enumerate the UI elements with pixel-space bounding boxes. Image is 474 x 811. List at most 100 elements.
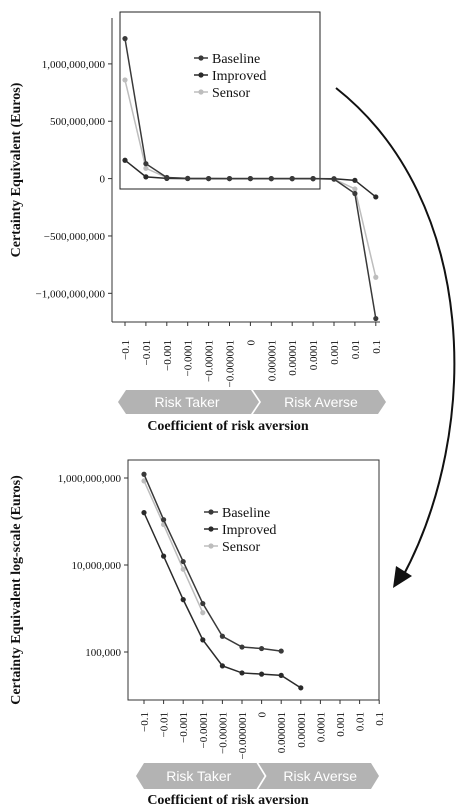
- bottom-x-tick-label: 0.01: [355, 712, 367, 731]
- data-point-sensor: [352, 186, 358, 192]
- transition-arrow: [335, 87, 456, 588]
- data-point-improved: [259, 671, 265, 677]
- bottom-x-tick-label: −0.000001: [237, 712, 249, 759]
- risk-averse-label: Risk Averse: [283, 768, 357, 784]
- bottom-x-tick-label: −0.0001: [198, 712, 210, 748]
- data-point-baseline: [373, 315, 379, 322]
- data-point-improved: [122, 157, 128, 163]
- top-y-tick-label: −500,000,000: [44, 231, 106, 243]
- top-y-tick-label: 1,000,000,000: [42, 59, 106, 71]
- legend-marker-sensor: [198, 89, 204, 95]
- data-point-improved: [200, 637, 206, 643]
- data-point-sensor: [122, 77, 128, 83]
- data-point-sensor: [373, 274, 379, 280]
- risk-taker-band: [136, 763, 265, 789]
- data-point-sensor: [141, 478, 147, 484]
- bottom-chart-marks: 1,000,000,000 10,000,000 100,000 −0.1 −0.01 −…: [58, 471, 386, 789]
- data-point-baseline: [219, 633, 225, 639]
- data-point-baseline: [185, 175, 191, 181]
- legend-label: Sensor: [222, 540, 260, 555]
- top-y-tick-label: −1,000,000,000: [36, 288, 106, 300]
- top-y-tick-label: 0: [100, 174, 106, 186]
- data-point-baseline: [259, 645, 265, 652]
- top-x-tick-label: −0.00001: [204, 340, 216, 382]
- bottom-y-tick-label: 100,000: [85, 647, 121, 659]
- data-point-baseline: [206, 175, 212, 182]
- data-point-baseline: [331, 176, 337, 182]
- bottom-x-tick-label: 0.000001: [276, 712, 288, 753]
- legend-label: Sensor: [212, 86, 250, 101]
- data-point-improved: [278, 672, 284, 678]
- bottom-x-tick-label: 0.0001: [315, 712, 327, 742]
- data-point-baseline: [226, 175, 233, 182]
- top-chart-marks: 1,000,000,000 500,000,000 0 −500,000,000 −1,…: [36, 36, 386, 414]
- top-x-tick-label: 0: [245, 340, 257, 346]
- data-point-improved: [239, 670, 245, 676]
- risk-averse-band: [258, 763, 379, 789]
- legend-marker-sensor: [208, 543, 214, 549]
- bottom-x-tick-label: −0.01: [159, 712, 171, 737]
- top-x-tick-label: 0.000001: [266, 340, 278, 381]
- bottom-x-label: Coefficient of risk aversion: [147, 793, 309, 808]
- bottom-x-tick-label: 0: [257, 712, 269, 718]
- data-point-baseline: [122, 36, 128, 42]
- data-point-baseline: [164, 174, 170, 181]
- data-point-sensor: [200, 610, 206, 616]
- bottom-y-tick-label: 10,000,000: [72, 560, 122, 572]
- bottom-x-tick-label: −0.1: [139, 712, 151, 732]
- top-y-label: Certainty Equivalent (Euros): [9, 82, 24, 257]
- data-point-baseline: [352, 190, 358, 197]
- bottom-x-tick-label: −0.00001: [217, 712, 229, 754]
- data-point-improved: [373, 194, 379, 200]
- legend-marker-improved: [198, 72, 204, 78]
- top-x-tick-label: 0.0001: [308, 340, 320, 370]
- data-point-baseline: [289, 175, 295, 182]
- series-line-baseline: [143, 473, 282, 652]
- arrow-head: [393, 566, 412, 588]
- bottom-plot-frame: [127, 459, 380, 701]
- top-x-tick-label: −0.0001: [183, 340, 195, 376]
- bottom-chart: Certainty Equivalent log-scale (Euros) C…: [9, 459, 380, 808]
- legend-label: Baseline: [212, 52, 260, 67]
- top-x-tick-label: 0.00001: [287, 340, 299, 376]
- top-x-tick-label: −0.000001: [225, 340, 237, 387]
- data-point-improved: [180, 597, 186, 603]
- data-point-baseline: [143, 161, 149, 167]
- legend-marker-baseline: [198, 55, 204, 61]
- data-point-baseline: [268, 175, 274, 182]
- data-point-baseline: [239, 644, 245, 650]
- data-point-baseline: [278, 648, 284, 654]
- top-x-label: Coefficient of risk aversion: [147, 419, 309, 434]
- data-point-improved: [161, 553, 167, 559]
- risk-averse-band: [253, 390, 386, 414]
- bottom-x-tick-label: 0.001: [335, 712, 347, 737]
- legend-marker-baseline: [208, 509, 214, 515]
- bottom-y-tick-label: 1,000,000,000: [58, 473, 122, 485]
- data-point-baseline: [200, 600, 206, 607]
- top-x-tick-label: −0.01: [141, 340, 153, 365]
- data-point-sensor: [143, 165, 149, 171]
- arrow-curve: [335, 87, 456, 579]
- top-x-tick-label: −0.001: [162, 340, 174, 371]
- data-point-improved: [219, 663, 225, 669]
- legend-label: Improved: [222, 523, 276, 538]
- bottom-x-tick-label: 0.00001: [296, 712, 308, 748]
- data-point-baseline: [247, 175, 253, 182]
- data-point-improved: [141, 510, 147, 516]
- data-point-improved: [298, 685, 304, 691]
- legend-label: Baseline: [222, 506, 270, 521]
- risk-taker-label: Risk Taker: [166, 768, 231, 784]
- series-line-sensor: [143, 480, 204, 614]
- data-point-improved: [352, 177, 358, 183]
- data-point-baseline: [310, 176, 316, 182]
- top-y-tick-label: 500,000,000: [50, 116, 106, 128]
- zoom-box: [119, 11, 321, 190]
- top-x-tick-label: 0.1: [371, 340, 383, 354]
- legend-label: Improved: [212, 69, 266, 84]
- top-chart: Certainty Equivalent (Euros) Coefficient…: [9, 11, 380, 434]
- top-x-tick-label: 0.01: [350, 340, 362, 359]
- risk-taker-band: [118, 390, 259, 414]
- legend-marker-improved: [208, 526, 214, 532]
- data-point-sensor: [180, 566, 186, 572]
